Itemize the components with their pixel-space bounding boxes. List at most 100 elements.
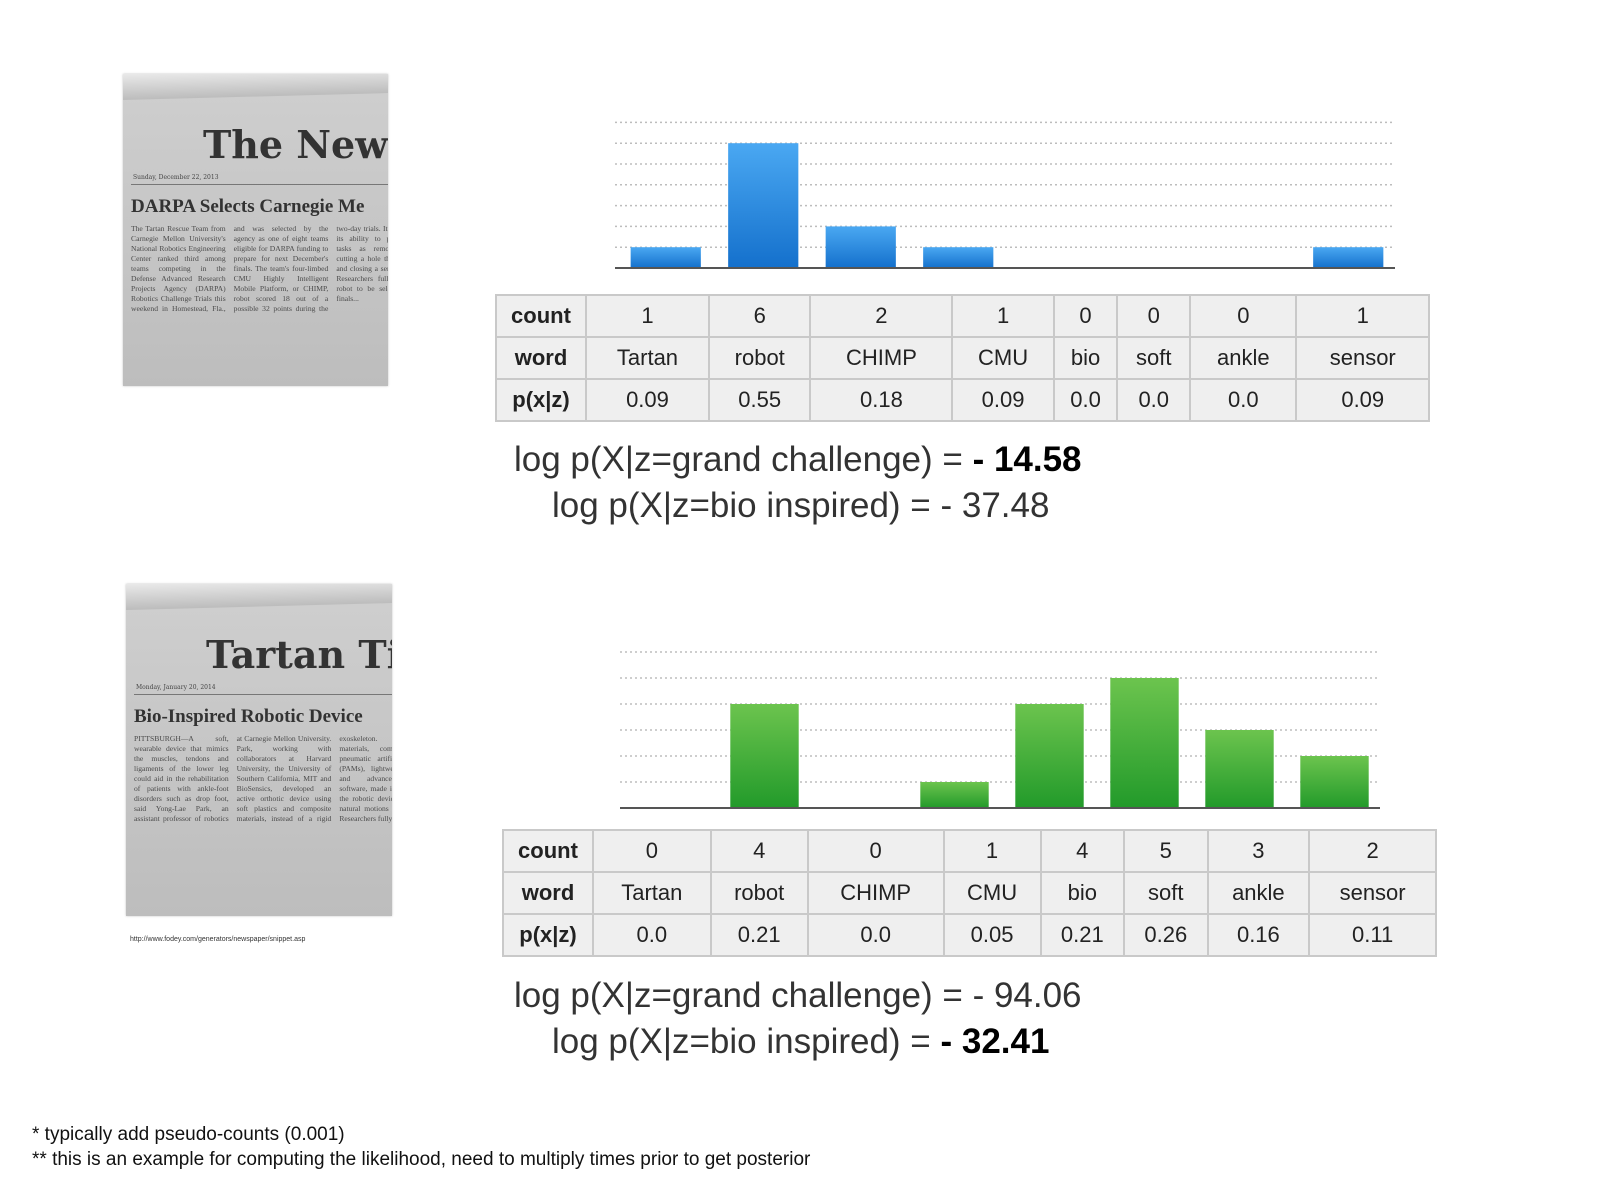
newspaper-date: Monday, January 20, 2014 — [136, 684, 216, 691]
bar-robot — [730, 704, 799, 808]
word-cell: bio — [1052, 336, 1119, 380]
paper-fold — [123, 74, 388, 100]
probability-cell: 0.18 — [809, 378, 954, 422]
probability-cell: 0.05 — [942, 913, 1042, 957]
loglik-value: - 32.41 — [940, 1022, 1050, 1061]
probability-cell: 0.09 — [1295, 378, 1430, 422]
count-cell: 1 — [942, 829, 1042, 873]
source-url: http://www.fodey.com/generators/newspape… — [130, 936, 306, 943]
count-cell: 2 — [809, 294, 954, 338]
bar-soft — [1110, 678, 1179, 808]
loglik-prefix: log p(X|z=grand challenge) = — [514, 976, 973, 1015]
word-cell: ankle — [1206, 871, 1311, 915]
newspaper-body: The Tartan Rescue Team from Carnegie Mel… — [131, 224, 388, 313]
bar-bio — [1015, 704, 1084, 808]
probability-cell: 0.09 — [951, 378, 1055, 422]
probability-cell: 0.55 — [707, 378, 812, 422]
newspaper-masthead: The Newspa — [203, 122, 388, 167]
word-cell: robot — [707, 336, 812, 380]
bar-chimp — [825, 226, 896, 268]
bar-tartan — [630, 247, 701, 268]
loglik-value: - 37.48 — [940, 486, 1050, 525]
newspaper-date: Sunday, December 22, 2013 — [133, 174, 219, 181]
word-cell: CMU — [942, 871, 1042, 915]
count-row: count 1 6 2 1 0 0 0 1 — [495, 294, 1430, 338]
newspaper-image-1: The Newspa Sunday, December 22, 2013 DAR… — [123, 74, 388, 386]
count-row-header: count — [502, 829, 594, 873]
loglik-bio-inspired-2: log p(X|z=bio inspired) = - 32.41 — [552, 1022, 1049, 1062]
word-cell: soft — [1116, 336, 1192, 380]
count-cell: 0 — [592, 829, 712, 873]
loglik-value: - 94.06 — [972, 976, 1082, 1015]
newspaper-image-2: Tartan Tim Monday, January 20, 2014 Bio-… — [126, 584, 392, 916]
word-cell: Tartan — [585, 336, 710, 380]
bar-sensor — [1300, 756, 1369, 808]
count-cell: 1 — [585, 294, 710, 338]
word-cell: sensor — [1308, 871, 1437, 915]
probability-cell: 0.21 — [1039, 913, 1126, 957]
probability-cell: 0.0 — [592, 913, 712, 957]
loglik-bio-inspired-1: log p(X|z=bio inspired) = - 37.48 — [552, 486, 1049, 526]
word-cell: bio — [1039, 871, 1126, 915]
count-row-header: count — [495, 294, 587, 338]
probability-cell: 0.0 — [1189, 378, 1298, 422]
newspaper-body: PITTSBURGH—A soft, wearable device that … — [134, 734, 392, 823]
count-cell: 4 — [1039, 829, 1126, 873]
word-table-1: count 1 6 2 1 0 0 0 1 word Tartan robot CHIMP CMU bio s… — [495, 294, 1430, 422]
footnote-pseudo-counts: * typically add pseudo-counts (0.001) — [32, 1124, 345, 1145]
word-cell: soft — [1123, 871, 1209, 915]
probability-row-header: p(x|z) — [495, 378, 587, 422]
probability-cell: 0.11 — [1308, 913, 1437, 957]
count-row: count 0 4 0 1 4 5 3 2 — [502, 829, 1437, 873]
probability-cell: 0.26 — [1123, 913, 1209, 957]
count-cell: 1 — [1295, 294, 1430, 338]
count-cell: 6 — [707, 294, 812, 338]
bar-cmu — [920, 782, 989, 808]
word-cell: Tartan — [592, 871, 712, 915]
bar-sensor — [1313, 247, 1384, 268]
word-cell: robot — [709, 871, 809, 915]
probability-cell: 0.0 — [806, 913, 945, 957]
word-cell: sensor — [1295, 336, 1430, 380]
word-cell: CHIMP — [806, 871, 945, 915]
loglik-prefix: log p(X|z=bio inspired) = — [552, 486, 941, 525]
loglik-grand-challenge-2: log p(X|z=grand challenge) = - 94.06 — [514, 976, 1082, 1016]
bar-ankle — [1205, 730, 1274, 808]
count-cell: 0 — [806, 829, 945, 873]
newspaper-rule — [134, 694, 392, 695]
word-row: word Tartan robot CHIMP CMU bio soft ankle senso… — [502, 871, 1437, 915]
newspaper-masthead: Tartan Tim — [206, 632, 392, 677]
word-cell: CHIMP — [809, 336, 954, 380]
bar-robot — [728, 143, 799, 268]
count-cell: 3 — [1206, 829, 1311, 873]
probability-row: p(x|z) 0.0 0.21 0.0 0.05 0.21 0.26 0.16 0.11 — [502, 913, 1437, 957]
word-row: word Tartan robot CHIMP CMU bio soft ankle senso… — [495, 336, 1430, 380]
bar-cmu — [923, 247, 994, 268]
loglik-prefix: log p(X|z=bio inspired) = — [552, 1022, 941, 1061]
footnote-likelihood: ** this is an example for computing the … — [32, 1149, 811, 1170]
count-cell: 5 — [1123, 829, 1209, 873]
word-row-header: word — [502, 871, 594, 915]
newspaper-rule — [131, 184, 388, 185]
probability-cell: 0.0 — [1116, 378, 1192, 422]
probability-cell: 0.16 — [1206, 913, 1311, 957]
loglik-prefix: log p(X|z=grand challenge) = — [514, 440, 973, 479]
probability-row-header: p(x|z) — [502, 913, 594, 957]
count-cell: 4 — [709, 829, 809, 873]
count-cell: 2 — [1308, 829, 1437, 873]
loglik-grand-challenge-1: log p(X|z=grand challenge) = - 14.58 — [514, 440, 1082, 480]
word-row-header: word — [495, 336, 587, 380]
word-count-chart-1 — [615, 121, 1395, 269]
word-cell: CMU — [951, 336, 1055, 380]
newspaper-headline: DARPA Selects Carnegie Me — [131, 196, 365, 217]
newspaper-headline: Bio-Inspired Robotic Device — [134, 706, 363, 727]
probability-cell: 0.21 — [709, 913, 809, 957]
count-cell: 0 — [1116, 294, 1192, 338]
count-cell: 0 — [1189, 294, 1298, 338]
count-cell: 0 — [1052, 294, 1119, 338]
word-count-chart-2 — [620, 651, 1380, 809]
word-cell: ankle — [1189, 336, 1298, 380]
count-cell: 1 — [951, 294, 1055, 338]
probability-cell: 0.09 — [585, 378, 710, 422]
probability-row: p(x|z) 0.09 0.55 0.18 0.09 0.0 0.0 0.0 0.09 — [495, 378, 1430, 422]
